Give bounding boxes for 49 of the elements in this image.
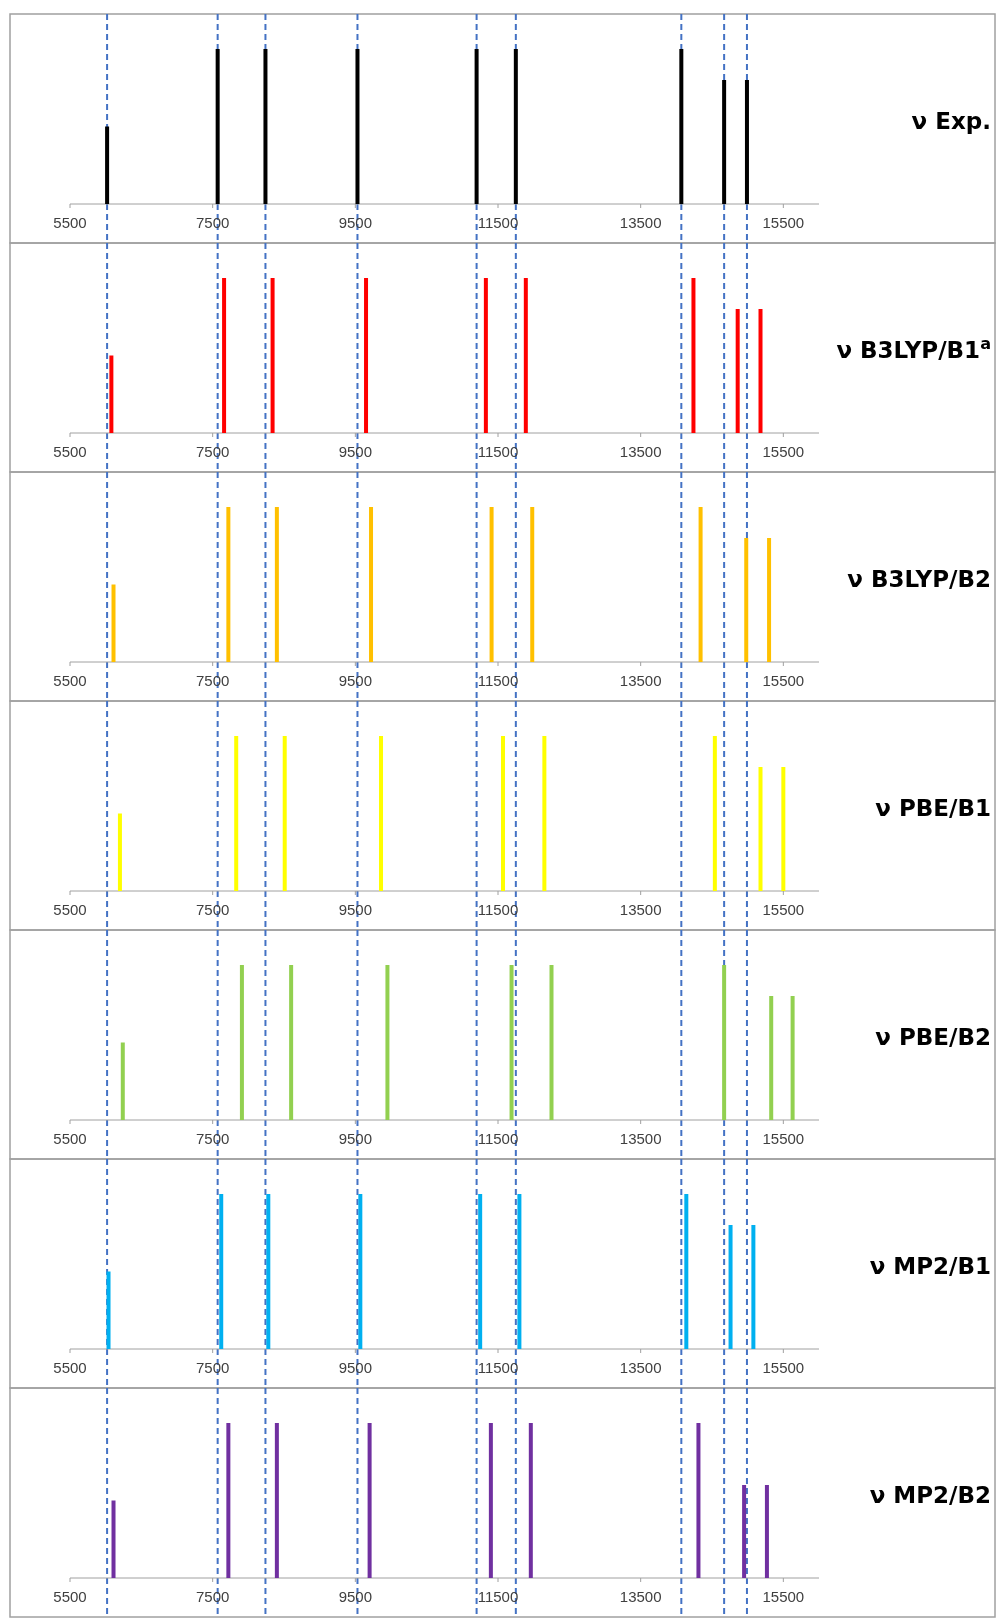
x-tick-label: 13500: [619, 1130, 662, 1147]
x-tick-label: 15500: [762, 214, 805, 231]
x-tick-label: 11500: [477, 1130, 519, 1147]
x-tick-label: 13500: [619, 672, 662, 689]
x-tick-label: 7500: [195, 214, 230, 231]
x-tick-label: 5500: [53, 1130, 87, 1147]
x-tick-label: 13500: [619, 901, 662, 918]
y2-axis-title: ν B3LYP/B1$^{a}$: [836, 333, 991, 363]
y2-axis-title: ν Exp.: [911, 107, 991, 134]
x-tick-label: 7500: [195, 901, 230, 918]
x-tick-label: 9500: [338, 1359, 373, 1376]
x-tick-label: 5500: [53, 901, 87, 918]
x-tick-label: 7500: [195, 672, 230, 689]
x-tick-label: 7500: [195, 1359, 230, 1376]
x-tick-label: 15500: [762, 901, 805, 918]
x-tick-label: 5500: [53, 672, 87, 689]
x-tick-label: 9500: [338, 1588, 373, 1605]
y2-axis-title: ν MP2/B2: [869, 1481, 991, 1508]
x-tick-label: 13500: [619, 1588, 662, 1605]
x-tick-label: 15500: [762, 1588, 805, 1605]
x-tick-label: 7500: [195, 1130, 230, 1147]
x-tick-label: 11500: [477, 1359, 519, 1376]
x-tick-label: 9500: [338, 901, 373, 918]
x-tick-label: 15500: [762, 443, 805, 460]
x-tick-label: 9500: [338, 214, 373, 231]
x-tick-label: 9500: [338, 672, 373, 689]
x-tick-label: 9500: [338, 1130, 373, 1147]
x-tick-label: 5500: [53, 443, 87, 460]
x-tick-label: 11500: [477, 443, 519, 460]
x-tick-label: 15500: [762, 1130, 805, 1147]
x-tick-label: 11500: [477, 901, 519, 918]
x-tick-label: 5500: [53, 1588, 87, 1605]
x-tick-label: 5500: [53, 214, 87, 231]
y2-axis-title: ν B3LYP/B2: [847, 565, 991, 592]
x-tick-label: 11500: [477, 214, 519, 231]
x-tick-label: 5500: [53, 1359, 87, 1376]
x-tick-label: 15500: [762, 672, 805, 689]
x-tick-label: 15500: [762, 1359, 805, 1376]
x-tick-label: 13500: [619, 1359, 662, 1376]
x-tick-label: 13500: [619, 443, 662, 460]
y2-axis-title: ν PBE/B2: [875, 1023, 991, 1050]
x-tick-label: 11500: [477, 1588, 519, 1605]
x-tick-label: 9500: [338, 443, 373, 460]
y2-axis-title: ν PBE/B1: [875, 794, 991, 821]
x-tick-label: 7500: [195, 1588, 230, 1605]
x-tick-label: 7500: [195, 443, 230, 460]
y2-axis-title: ν MP2/B1: [869, 1252, 991, 1279]
x-tick-label: 13500: [619, 214, 662, 231]
x-tick-label: 11500: [477, 672, 519, 689]
